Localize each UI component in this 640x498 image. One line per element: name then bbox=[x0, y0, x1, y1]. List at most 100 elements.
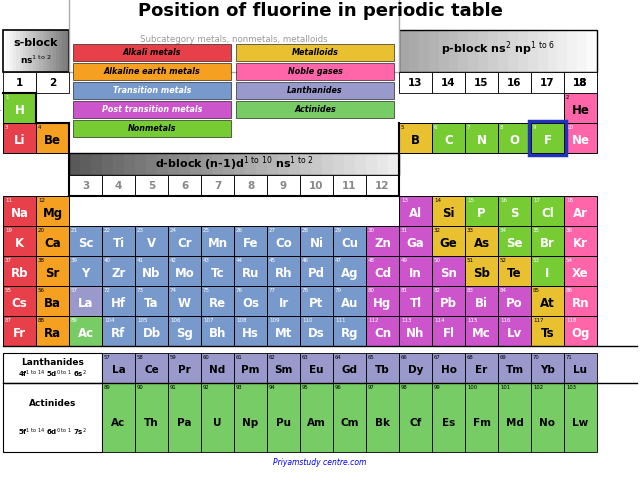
Text: 11: 11 bbox=[5, 198, 12, 203]
Text: 31: 31 bbox=[401, 228, 408, 233]
Text: 109: 109 bbox=[269, 318, 280, 323]
Text: Tb: Tb bbox=[375, 366, 390, 375]
Text: 74: 74 bbox=[170, 288, 177, 293]
Bar bbox=[311, 153, 323, 175]
Bar bbox=[135, 353, 168, 383]
Bar bbox=[267, 383, 300, 452]
Text: 47: 47 bbox=[335, 258, 342, 263]
Text: 40: 40 bbox=[104, 258, 111, 263]
Bar bbox=[366, 256, 399, 286]
Bar bbox=[3, 72, 36, 93]
Bar bbox=[538, 30, 548, 72]
Bar bbox=[157, 153, 168, 175]
Text: Ce: Ce bbox=[144, 366, 159, 375]
Text: 58: 58 bbox=[137, 355, 144, 360]
Text: No: No bbox=[540, 418, 556, 428]
Bar bbox=[245, 153, 257, 175]
Text: Ir: Ir bbox=[278, 297, 289, 310]
Text: 66: 66 bbox=[401, 355, 408, 360]
Text: 48: 48 bbox=[368, 258, 375, 263]
Bar bbox=[465, 316, 498, 346]
Bar bbox=[36, 316, 69, 346]
Bar bbox=[234, 316, 267, 346]
Text: 91: 91 bbox=[170, 385, 177, 390]
Text: Pt: Pt bbox=[309, 297, 324, 310]
Bar bbox=[234, 286, 267, 316]
Text: ns$^{1 \mathrm{\ to\ }2}$: ns$^{1 \mathrm{\ to\ }2}$ bbox=[20, 54, 52, 66]
Text: Actinides: Actinides bbox=[294, 105, 336, 114]
Text: Am: Am bbox=[307, 418, 326, 428]
Text: 5: 5 bbox=[148, 180, 155, 191]
Text: Ds: Ds bbox=[308, 327, 325, 340]
Text: Np: Np bbox=[243, 418, 259, 428]
Bar bbox=[69, 256, 102, 286]
Text: 4: 4 bbox=[38, 125, 42, 130]
Bar bbox=[223, 153, 234, 175]
Bar bbox=[135, 316, 168, 346]
Bar bbox=[135, 286, 168, 316]
Text: Pb: Pb bbox=[440, 297, 457, 310]
Text: 6: 6 bbox=[181, 180, 188, 191]
Bar bbox=[399, 30, 410, 72]
Bar bbox=[333, 286, 366, 316]
Text: 81: 81 bbox=[401, 288, 408, 293]
Bar bbox=[399, 72, 432, 93]
Text: 10: 10 bbox=[566, 125, 573, 130]
Text: Rh: Rh bbox=[275, 267, 292, 280]
Bar bbox=[531, 256, 564, 286]
Bar bbox=[300, 286, 333, 316]
Bar bbox=[236, 63, 394, 80]
Text: Gd: Gd bbox=[342, 366, 358, 375]
Bar bbox=[46, 30, 50, 72]
Text: S: S bbox=[510, 207, 519, 220]
Bar bbox=[429, 30, 439, 72]
Bar bbox=[33, 30, 36, 72]
Bar bbox=[36, 286, 69, 316]
Text: He: He bbox=[572, 104, 589, 117]
Bar bbox=[333, 153, 344, 175]
Text: N: N bbox=[477, 134, 486, 147]
Text: Cf: Cf bbox=[410, 418, 422, 428]
Text: Metalloids: Metalloids bbox=[292, 48, 339, 57]
Bar bbox=[52, 30, 56, 72]
Text: Pd: Pd bbox=[308, 267, 325, 280]
Text: Subcategory metals, nonmetals, metalloids: Subcategory metals, nonmetals, metalloid… bbox=[140, 35, 328, 44]
Bar bbox=[529, 121, 566, 155]
Text: 67: 67 bbox=[434, 355, 441, 360]
Text: Lanthanides: Lanthanides bbox=[287, 86, 343, 95]
Text: Alkali metals: Alkali metals bbox=[123, 48, 181, 57]
Text: Nonmetals: Nonmetals bbox=[128, 124, 176, 133]
Bar bbox=[432, 123, 465, 153]
Bar bbox=[399, 226, 432, 256]
Text: 42: 42 bbox=[170, 258, 177, 263]
Text: Po: Po bbox=[506, 297, 523, 310]
Bar bbox=[498, 72, 531, 93]
Text: 87: 87 bbox=[5, 318, 12, 323]
Bar bbox=[102, 175, 135, 196]
Text: B: B bbox=[411, 134, 420, 147]
Text: Rb: Rb bbox=[11, 267, 28, 280]
Bar bbox=[564, 123, 597, 153]
Text: Cm: Cm bbox=[340, 418, 359, 428]
Bar bbox=[69, 0, 399, 72]
Text: 83: 83 bbox=[467, 288, 474, 293]
Bar bbox=[333, 175, 366, 196]
Text: La: La bbox=[77, 297, 93, 310]
Bar bbox=[234, 353, 267, 383]
Bar bbox=[267, 175, 300, 196]
Text: 56: 56 bbox=[38, 288, 45, 293]
Bar bbox=[69, 226, 102, 256]
Bar bbox=[518, 30, 528, 72]
Bar bbox=[432, 196, 465, 226]
Bar bbox=[564, 196, 597, 226]
Bar bbox=[300, 256, 333, 286]
Bar bbox=[465, 196, 498, 226]
Text: 50: 50 bbox=[434, 258, 441, 263]
Text: 10: 10 bbox=[309, 180, 324, 191]
Bar bbox=[36, 226, 69, 256]
Text: Sr: Sr bbox=[45, 267, 60, 280]
Bar bbox=[36, 72, 69, 93]
Text: 18: 18 bbox=[573, 78, 588, 88]
Bar bbox=[168, 353, 201, 383]
Text: 86: 86 bbox=[566, 288, 573, 293]
